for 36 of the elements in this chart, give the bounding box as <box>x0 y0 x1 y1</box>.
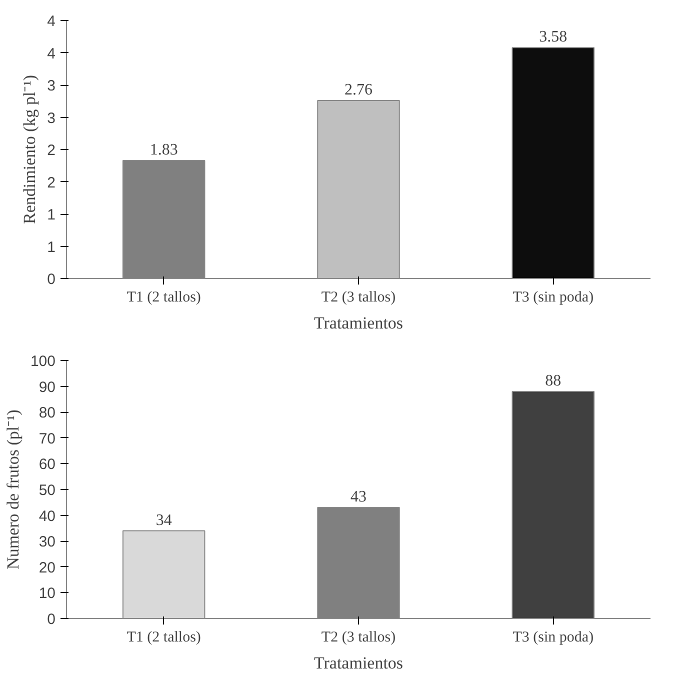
x-tick-label: T2 (3 tallos) <box>321 290 396 306</box>
y-tick-label: 60 <box>38 456 56 474</box>
y-tick-label: 4 <box>47 45 56 62</box>
y-tick-label: 70 <box>38 430 56 448</box>
y-tick-label: 90 <box>38 378 56 396</box>
y-tick-label: 3 <box>47 78 56 94</box>
y-tick-label: 1 <box>47 238 56 256</box>
x-axis-title: Tratamientos <box>314 654 404 672</box>
y-tick-label: 0 <box>47 271 56 288</box>
y-tick-label: 2 <box>47 142 56 159</box>
y-tick-label: 4 <box>47 13 56 30</box>
data-label: 88 <box>545 372 562 390</box>
x-axis-title: Tratamientos <box>314 314 404 332</box>
y-tick-label: 0 <box>47 611 56 628</box>
y-tick-label: 1 <box>47 206 56 224</box>
x-tick-label: T1 (2 tallos) <box>126 290 201 306</box>
y-tick-label: 50 <box>38 482 56 499</box>
y-tick-label: 40 <box>38 508 56 525</box>
x-tick-label: T3 (sin poda) <box>512 630 594 646</box>
data-label: 43 <box>350 488 366 506</box>
y-tick-label: 100 <box>30 353 56 370</box>
y-tick-label: 2 <box>47 174 56 192</box>
x-tick-label: T3 (sin poda) <box>512 290 594 306</box>
data-label: 3.58 <box>539 28 568 46</box>
y-tick-label: 20 <box>38 559 56 576</box>
x-tick-label: T1 (2 tallos) <box>126 630 201 646</box>
y-axis-title: Numero de frutos (pl⁻¹) <box>3 410 22 570</box>
y-tick-label: 10 <box>38 585 56 602</box>
y-tick-label: 3 <box>47 110 56 127</box>
data-label: 34 <box>156 512 172 529</box>
y-tick-label: 80 <box>38 404 56 422</box>
data-label: 1.83 <box>150 141 178 158</box>
data-label: 2.76 <box>344 81 372 98</box>
y-tick-label: 30 <box>38 534 56 551</box>
y-axis-title: Rendimiento (kg pl⁻¹) <box>20 75 40 224</box>
x-tick-label: T2 (3 tallos) <box>321 630 396 646</box>
